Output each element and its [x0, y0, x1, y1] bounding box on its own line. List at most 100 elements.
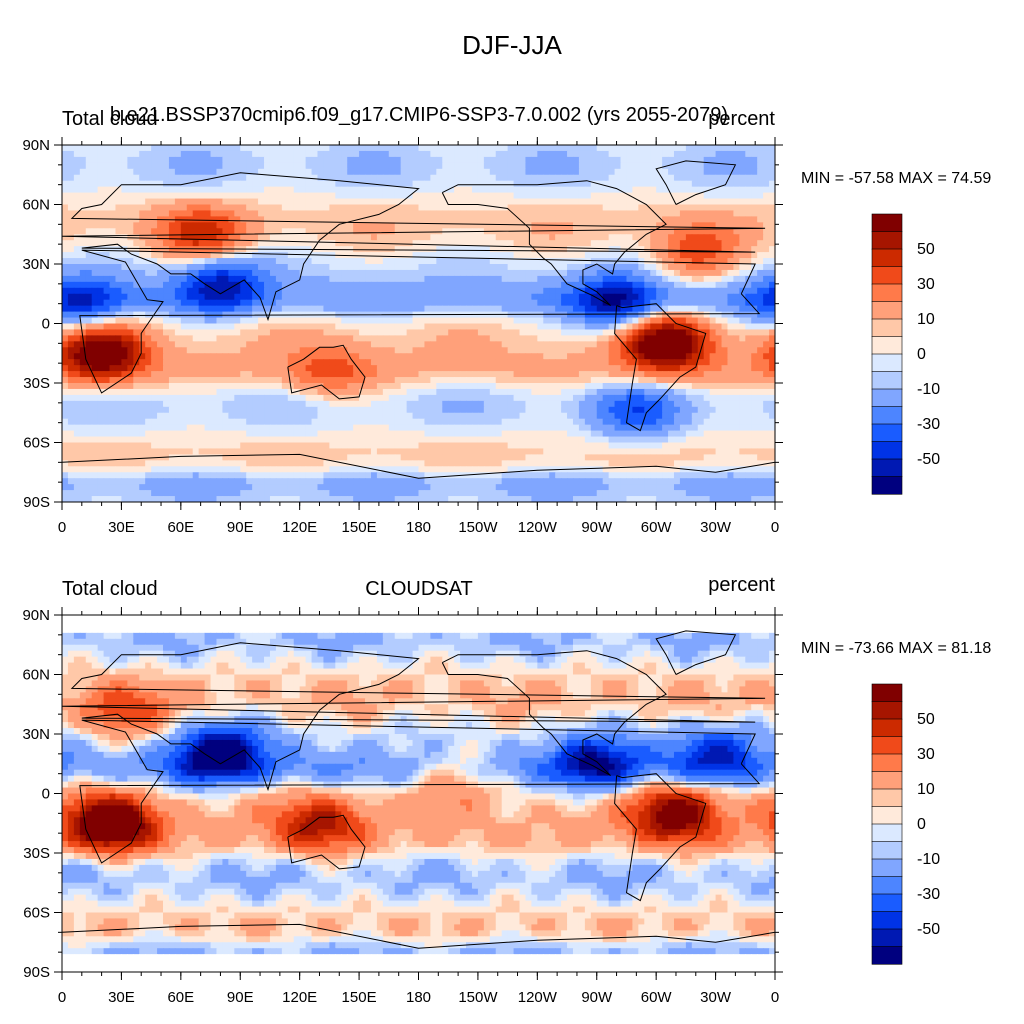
heatmap-cell	[216, 299, 224, 307]
heatmap-cell	[596, 305, 604, 313]
heatmap-cell	[79, 383, 87, 390]
heatmap-cell	[252, 192, 259, 200]
heatmap-cell	[382, 269, 390, 277]
heatmap-cell	[234, 168, 241, 176]
heatmap-cell	[370, 317, 378, 325]
heatmap-cell	[673, 222, 681, 229]
heatmap-cell	[763, 371, 770, 378]
heatmap-cell	[697, 240, 705, 247]
heatmap-cell	[721, 323, 729, 331]
heatmap-cell	[216, 174, 224, 182]
heatmap-cell	[388, 281, 396, 289]
heatmap-cell	[638, 329, 645, 336]
heatmap-cell	[168, 377, 176, 384]
heatmap-cell	[91, 162, 99, 170]
heatmap-cell	[507, 234, 515, 241]
heatmap-cell	[305, 275, 313, 283]
heatmap-cell	[572, 323, 580, 331]
heatmap-cell	[275, 335, 283, 342]
heatmap-cell	[602, 246, 610, 253]
heatmap-cell	[543, 365, 550, 372]
heatmap-cell	[198, 269, 206, 277]
heatmap-cell	[513, 156, 521, 164]
heatmap-cell	[466, 168, 473, 176]
heatmap-cell	[317, 281, 325, 289]
heatmap-cell	[596, 347, 604, 354]
heatmap-cell	[234, 359, 241, 366]
heatmap-cell	[650, 383, 657, 390]
heatmap-cell	[763, 335, 770, 342]
heatmap-cell	[466, 198, 473, 206]
heatmap-cell	[67, 174, 75, 182]
heatmap-cell	[745, 305, 752, 313]
heatmap-cell	[359, 222, 366, 229]
heatmap-cell	[198, 347, 206, 354]
heatmap-cell	[602, 275, 610, 283]
heatmap-cell	[258, 222, 265, 229]
heatmap-cell	[353, 305, 360, 313]
heatmap-cell	[650, 192, 657, 200]
heatmap-cell	[620, 210, 628, 217]
heatmap-cell	[727, 335, 735, 342]
heatmap-cell	[513, 275, 521, 283]
heatmap-cell	[442, 168, 449, 176]
heatmap-cell	[370, 371, 378, 378]
heatmap-cell	[572, 329, 580, 336]
heatmap-cell	[109, 299, 117, 307]
heatmap-cell	[656, 269, 663, 277]
heatmap-cell	[679, 353, 687, 360]
heatmap-cell	[757, 162, 764, 170]
heatmap-cell	[602, 311, 610, 319]
heatmap-cell	[673, 311, 681, 319]
heatmap-cell	[691, 162, 699, 170]
heatmap-cell	[703, 156, 711, 164]
heatmap-cell	[121, 156, 128, 164]
heatmap-cell	[234, 216, 241, 223]
heatmap-cell	[495, 305, 503, 313]
heatmap-cell	[424, 287, 431, 295]
heatmap-cell	[430, 145, 437, 152]
heatmap-cell	[626, 341, 633, 348]
heatmap-cell	[632, 204, 639, 212]
heatmap-cell	[163, 234, 170, 241]
heatmap-cell	[751, 222, 758, 229]
heatmap-cell	[353, 240, 360, 247]
heatmap-cell	[668, 150, 675, 158]
heatmap-cell	[454, 323, 461, 331]
heatmap-cell	[79, 252, 87, 259]
heatmap-cell	[163, 174, 170, 182]
heatmap-cell	[192, 335, 200, 342]
heatmap-cell	[739, 204, 746, 212]
heatmap-cell	[489, 240, 497, 247]
heatmap-cell	[448, 353, 455, 360]
heatmap-cell	[269, 222, 277, 229]
heatmap-cell	[751, 156, 758, 164]
heatmap-cell	[513, 317, 521, 325]
heatmap-cell	[763, 311, 770, 319]
heatmap-cell	[471, 174, 479, 182]
heatmap-cell	[145, 341, 152, 348]
heatmap-cell	[679, 150, 687, 158]
heatmap-cell	[85, 347, 93, 354]
heatmap-cell	[127, 371, 134, 378]
heatmap-cell	[489, 281, 497, 289]
heatmap-cell	[353, 371, 360, 378]
heatmap-cell	[186, 353, 194, 360]
heatmap-cell	[222, 264, 229, 271]
heatmap-cell	[448, 258, 455, 265]
heatmap-cell	[466, 180, 473, 188]
heatmap-cell	[359, 353, 366, 360]
heatmap-cell	[424, 198, 431, 206]
heatmap-cell	[430, 317, 437, 325]
heatmap-cell	[769, 293, 775, 301]
heatmap-cell	[275, 204, 283, 212]
heatmap-cell	[584, 204, 592, 212]
heatmap-cell	[673, 156, 681, 164]
heatmap-cell	[412, 198, 420, 206]
heatmap-cell	[567, 168, 574, 176]
heatmap-cell	[466, 347, 473, 354]
heatmap-cell	[79, 145, 87, 152]
heatmap-cell	[466, 281, 473, 289]
heatmap-cell	[62, 359, 69, 366]
heatmap-cell	[608, 311, 616, 319]
